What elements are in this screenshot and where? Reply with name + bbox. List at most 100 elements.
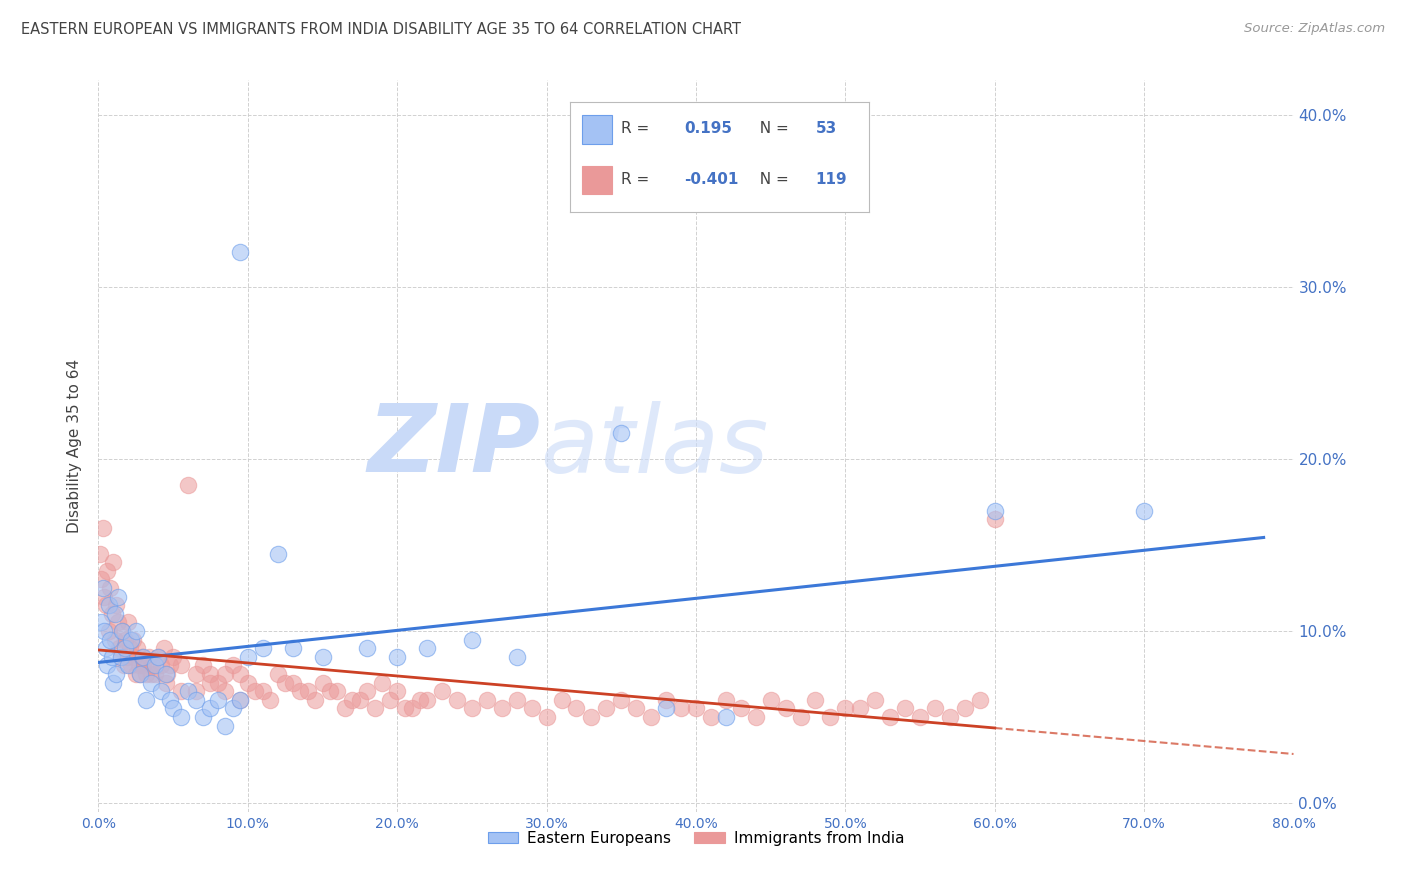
Point [105,598,128,612]
Point [700,710,723,724]
Point [804,693,827,707]
Point [153,641,176,656]
Point [984,503,1007,517]
Point [120,632,142,647]
Point [97,598,120,612]
Point [214,684,236,698]
Point [565,701,588,715]
Point [297,684,319,698]
Point [103,675,125,690]
Point [101,607,124,621]
Point [759,693,782,707]
Point [112,658,135,673]
Point [94,641,117,656]
Point [311,649,333,664]
Point [120,658,142,673]
Point [129,667,152,681]
Point [150,658,173,673]
Point [304,693,326,707]
Point [131,649,153,664]
Point [118,641,141,656]
Point [94,598,117,612]
Point [408,693,430,707]
Point [177,477,200,491]
Point [148,649,170,664]
Point [319,684,342,698]
Point [184,684,207,698]
Point [789,710,811,724]
Point [114,641,136,656]
Text: Source: ZipAtlas.com: Source: ZipAtlas.com [1244,22,1385,36]
Point [894,701,917,715]
Point [252,684,274,698]
Point [267,667,290,681]
Point [91,581,114,595]
Point [245,684,267,698]
Point [191,658,214,673]
Point [207,675,229,690]
Point [685,701,707,715]
Text: EASTERN EUROPEAN VS IMMIGRANTS FROM INDIA DISABILITY AGE 35 TO 64 CORRELATION CH: EASTERN EUROPEAN VS IMMIGRANTS FROM INDI… [21,22,741,37]
Point [924,701,946,715]
Point [107,615,129,630]
Point [162,649,184,664]
Point [416,693,439,707]
Point [108,641,131,656]
Point [536,710,558,724]
Point [281,641,304,656]
Point [394,701,416,715]
Point [132,649,155,664]
Point [259,693,281,707]
Point [581,710,603,724]
Point [107,590,129,604]
Point [229,693,252,707]
Point [595,701,617,715]
Point [371,675,394,690]
Point [169,658,191,673]
Point [865,693,887,707]
Point [184,693,207,707]
Point [159,693,181,707]
Point [236,675,259,690]
Point [969,693,991,707]
Point [104,607,127,621]
Point [222,658,245,673]
Point [252,641,274,656]
Point [385,649,409,664]
Point [267,547,290,561]
Point [143,658,166,673]
Point [200,675,222,690]
Point [138,649,160,664]
Point [207,693,229,707]
Point [669,701,692,715]
Point [98,581,122,595]
Point [820,710,842,724]
Point [364,701,387,715]
Point [714,710,737,724]
Point [626,701,648,715]
Point [90,615,112,630]
Point [610,693,633,707]
Point [1133,503,1156,517]
Point [155,667,177,681]
Text: atlas: atlas [541,401,769,491]
Point [191,710,214,724]
Point [156,667,179,681]
Point [103,555,125,569]
Point [96,564,118,578]
Point [461,701,484,715]
Point [135,693,157,707]
Point [124,649,146,664]
Point [274,675,297,690]
Point [200,667,222,681]
Point [214,667,236,681]
Point [96,658,118,673]
Point [127,641,149,656]
Point [162,701,184,715]
Point [849,701,872,715]
Point [229,245,252,260]
Point [356,641,378,656]
Point [129,667,152,681]
Point [640,710,662,724]
Point [229,667,252,681]
